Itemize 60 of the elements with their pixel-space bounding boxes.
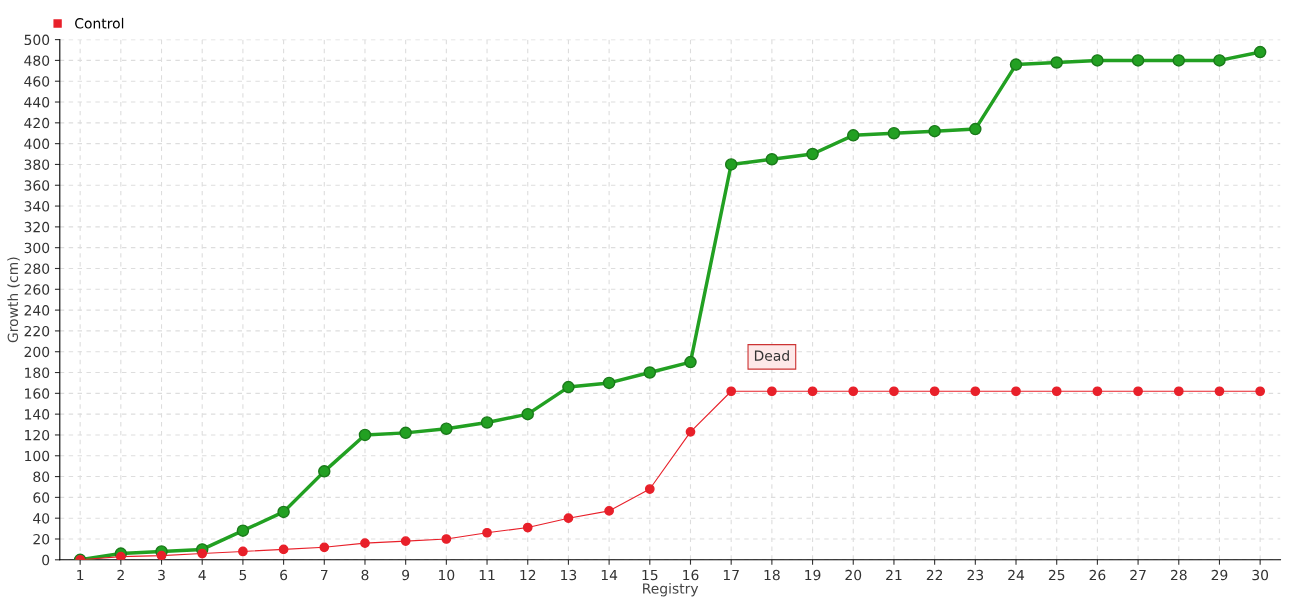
y-tick-label: 300 [24,242,50,254]
legend-label: Control [75,17,124,29]
x-tick-label: 24 [1008,569,1025,581]
y-tick-label: 140 [25,409,50,420]
y-tick-label: 400 [24,138,50,150]
x-axis-title: Registry [643,582,699,597]
y-tick-label: 260 [24,284,50,295]
y-tick-label: 380 [24,159,50,170]
y-tick-label: 340 [24,201,50,212]
x-tick-label: 3 [158,569,165,581]
x-tick-label: 12 [520,569,536,581]
x-tick-label: 10 [439,569,455,581]
y-tick-label: 180 [25,367,50,378]
x-tick-label: 14 [601,569,618,581]
y-axis-title: Growth (cm) [7,257,20,343]
x-tick-label: 30 [1252,569,1269,581]
y-tick-label: 280 [24,263,50,274]
y-tick-label: 100 [25,450,50,462]
x-tick-label: 26 [1089,569,1106,581]
x-tick-label: 8 [361,569,369,581]
x-tick-label: 15 [642,569,658,581]
y-tick-label: 160 [25,388,50,399]
y-tick-label: 240 [24,305,50,316]
y-tick-label: 220 [24,325,50,337]
x-tick-label: 1 [77,569,84,581]
y-tick-label: 500 [24,34,50,46]
x-tick-label: 25 [1048,569,1065,581]
annotation: Dead [754,350,789,361]
x-tick-label: 27 [1130,569,1146,581]
y-tick-label: 200 [24,346,50,358]
x-tick-label: 22 [926,569,943,581]
y-tick-label: 360 [24,180,50,191]
x-tick-label: 13 [561,569,577,581]
x-tick-label: 17 [723,569,739,581]
x-tick-label: 7 [321,569,328,581]
x-tick-label: 21 [886,569,902,581]
y-tick-label: 0 [42,554,50,566]
x-tick-label: 2 [117,569,124,581]
x-tick-label: 5 [239,569,247,581]
x-tick-label: 9 [402,569,410,581]
y-tick-label: 420 [24,117,50,129]
y-tick-label: 120 [25,429,50,441]
y-tick-label: 60 [33,492,50,503]
x-tick-label: 11 [479,569,495,581]
y-tick-label: 320 [24,221,50,233]
x-tick-label: 29 [1211,569,1228,581]
x-tick-label: 19 [805,569,821,581]
y-tick-label: 480 [24,55,50,66]
x-tick-label: 16 [683,569,699,581]
x-tick-label: 23 [967,569,984,581]
y-tick-label: 40 [33,513,50,524]
y-tick-label: 460 [24,76,50,87]
y-tick-label: 20 [33,533,50,545]
x-tick-label: 18 [764,569,780,581]
x-tick-label: 4 [198,569,206,581]
y-tick-label: 440 [24,96,50,108]
x-tick-label: 20 [845,569,862,581]
x-tick-label: 6 [280,569,288,581]
x-tick-label: 28 [1170,569,1187,581]
y-tick-label: 80 [33,471,50,483]
